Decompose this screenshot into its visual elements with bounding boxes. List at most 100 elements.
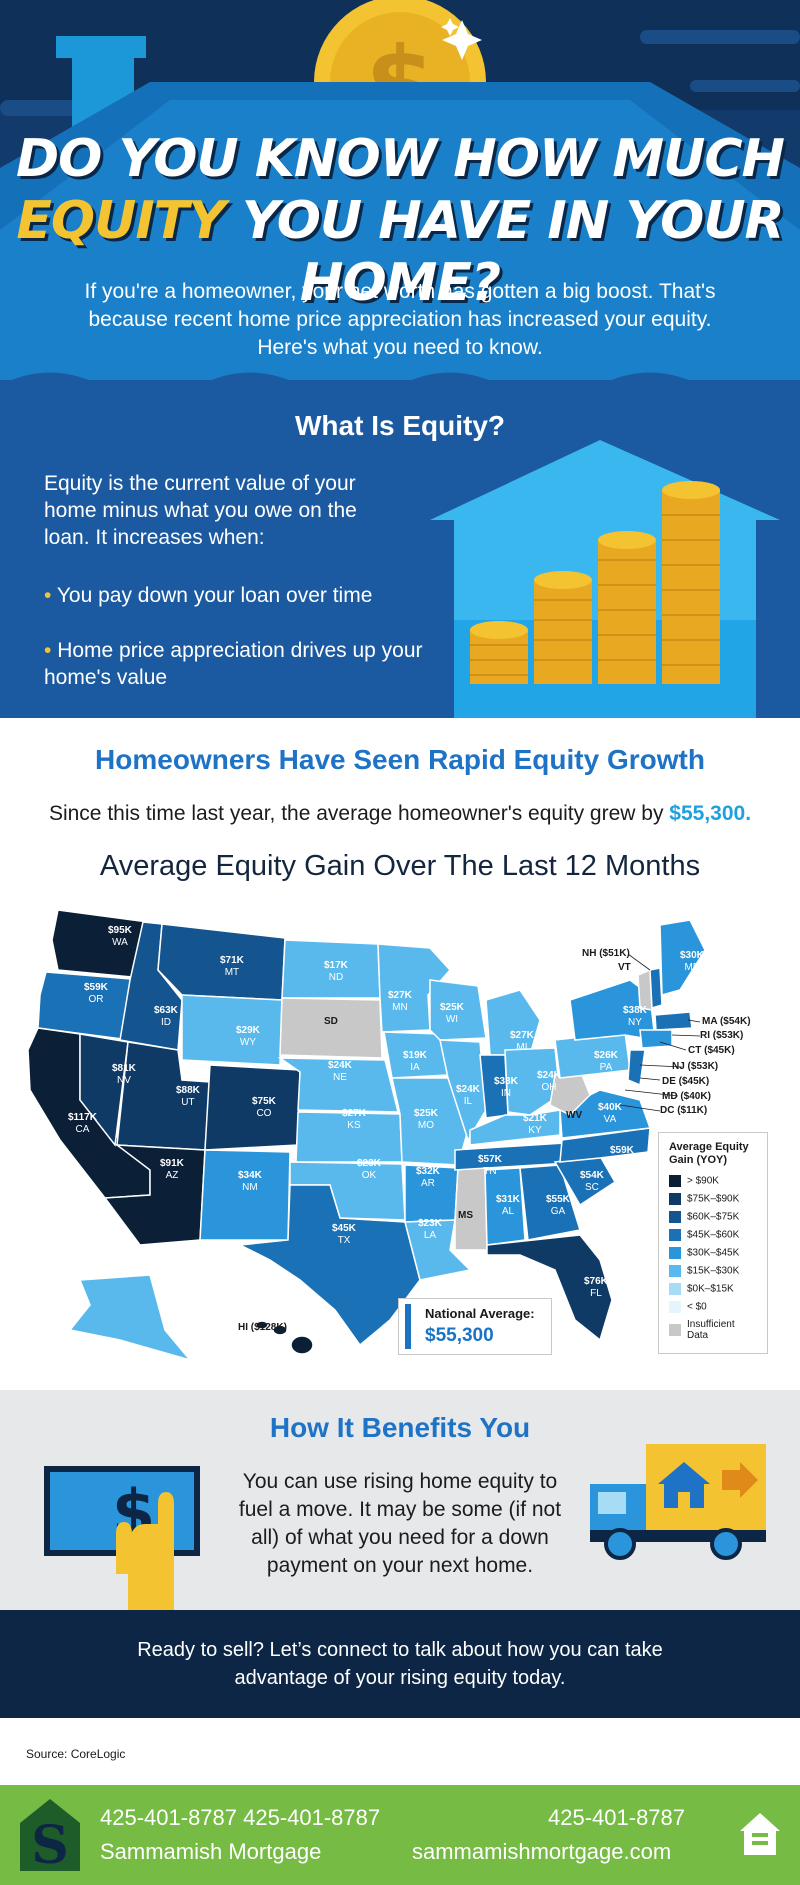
state-code: ME: [684, 962, 700, 973]
state-value: $63K: [154, 1005, 178, 1016]
footer-phone-2[interactable]: 425-401-8787: [548, 1805, 686, 1830]
hero-title-highlight: EQUITY: [16, 191, 225, 251]
state-al: [484, 1167, 526, 1246]
company-logo: S: [20, 1799, 80, 1876]
what-is-equity-body: Equity is the current value of your home…: [44, 472, 357, 549]
state-label: $21K KY: [523, 1113, 547, 1137]
state-wy: [181, 994, 283, 1066]
state-code: GA: [550, 1206, 566, 1217]
state-label: $24K OH: [537, 1070, 561, 1094]
state-code: AR: [421, 1178, 435, 1189]
state-ma: [654, 1011, 693, 1031]
hero-background: $: [0, 0, 800, 380]
state-value: $31K: [496, 1194, 520, 1205]
state-code: TX: [337, 1235, 351, 1246]
legend-label: $75K–$90K: [687, 1193, 740, 1205]
state-label: $25K WI: [440, 1002, 464, 1026]
legend-item: $45K–$60K: [669, 1229, 765, 1243]
state-code: MN: [392, 1002, 408, 1013]
equity-bullet-2-text: Home price appreciation drives up your h…: [44, 639, 423, 689]
legend-label: $60K–$75K: [687, 1211, 740, 1223]
state-label: $31K AL: [496, 1194, 520, 1218]
state-value: SD: [324, 1016, 338, 1027]
wheel-icon: [604, 1528, 636, 1560]
cta-text: Ready to sell? Let’s connect to talk abo…: [137, 1639, 663, 1689]
state-label: $24K NE: [328, 1060, 352, 1084]
state-code: CO: [256, 1108, 272, 1119]
state-code: CA: [75, 1124, 90, 1135]
legend-label: > $90K: [687, 1175, 719, 1187]
state-value: $21K: [523, 1113, 547, 1124]
hand-icon: [128, 1492, 174, 1610]
national-average-accent: [405, 1304, 411, 1349]
legend-label: $0K–$15K: [687, 1283, 734, 1295]
state-label: $32K AR: [416, 1166, 440, 1190]
state-value: $34K: [238, 1170, 262, 1181]
label-nh: NH ($51K): [582, 948, 630, 959]
state-nh: [649, 967, 663, 1009]
growth-heading: Homeowners Have Seen Rapid Equity Growth: [95, 744, 705, 775]
state-code: NC: [614, 1157, 630, 1168]
state-label: MS: [458, 1210, 473, 1222]
state-fl: [486, 1234, 613, 1342]
state-me: [659, 919, 706, 996]
equity-bullet-2: • Home price appreciation drives up your…: [44, 639, 423, 689]
state-value: $81K: [112, 1063, 136, 1074]
footer-phone-1[interactable]: 425-401-8787 425-401-8787: [100, 1805, 381, 1830]
state-value: $23K: [418, 1218, 442, 1229]
legend-item: $0K–$15K: [669, 1283, 765, 1297]
state-code: MI: [516, 1042, 528, 1053]
state-vt: [637, 968, 653, 1011]
footer-website[interactable]: sammamishmortgage.com: [412, 1839, 672, 1864]
state-label: $25K MO: [414, 1108, 438, 1132]
state-value: $24K: [537, 1070, 561, 1081]
state-code: OK: [361, 1170, 377, 1181]
legend-swatch: [669, 1265, 681, 1277]
state-code: AZ: [165, 1170, 179, 1181]
state-value: $25K: [440, 1002, 464, 1013]
state-label: $40K VA: [598, 1102, 622, 1126]
benefits-body: You can use rising home equity to fuel a…: [238, 1470, 562, 1577]
moving-truck-illustration: [590, 1444, 766, 1560]
legend-label: < $0: [687, 1301, 707, 1313]
benefits-heading: How It Benefits You: [269, 1412, 531, 1443]
state-value: WV: [566, 1110, 583, 1121]
state-label: $81K NV: [112, 1063, 136, 1087]
state-label: $59K NC: [610, 1145, 634, 1169]
state-value: $88K: [176, 1085, 200, 1096]
legend-swatch: [669, 1324, 681, 1336]
state-label: $26K PA: [594, 1050, 618, 1074]
state-code: IL: [463, 1096, 473, 1107]
footer-company: Sammamish Mortgage: [100, 1839, 322, 1864]
state-value: $54K: [580, 1170, 604, 1181]
state-code: NE: [333, 1072, 347, 1083]
legend-item: $75K–$90K: [669, 1193, 765, 1207]
label-de: DE ($45K): [662, 1076, 710, 1087]
legend-swatch: [669, 1175, 681, 1187]
state-value: $55K: [546, 1194, 570, 1205]
state-code: TN: [483, 1166, 497, 1177]
state-code: NY: [628, 1017, 642, 1028]
growth-sentence-text: Since this time last year, the average h…: [48, 802, 670, 825]
label-dc: DC ($11K): [660, 1105, 708, 1116]
hero-subtitle: If you're a homeowner, your net worth ha…: [84, 280, 716, 359]
state-code: AL: [501, 1206, 515, 1217]
state-label: $17K ND: [324, 960, 348, 984]
state-hi: [255, 1320, 314, 1355]
state-label: $23K OK: [357, 1158, 381, 1182]
state-value: $76K: [584, 1276, 608, 1287]
state-code: LA: [423, 1230, 437, 1241]
state-code: UT: [181, 1097, 195, 1108]
legend-swatch: [669, 1283, 681, 1295]
hero-title-line2: YOU HAVE IN YOUR HOME?: [224, 191, 785, 313]
state-ne: [277, 1057, 399, 1113]
legend-item: < $0: [669, 1301, 765, 1315]
state-value: $71K: [220, 955, 244, 966]
state-label: $38K NY: [623, 1005, 647, 1029]
state-code: MO: [417, 1120, 434, 1131]
state-label: $30K ME: [680, 950, 704, 974]
state-nv: [79, 1033, 129, 1147]
state-label: $88K UT: [176, 1085, 200, 1109]
state-code: ND: [328, 972, 344, 983]
state-value: $24K: [328, 1060, 352, 1071]
